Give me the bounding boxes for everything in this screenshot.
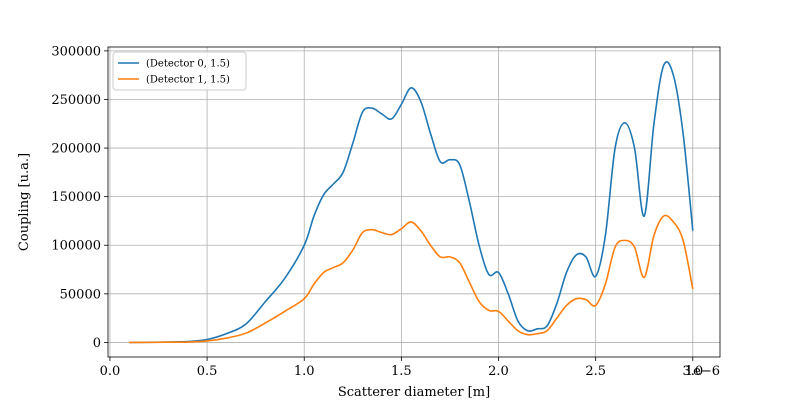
x-tick-label: 1.5 [391,364,412,379]
y-tick-label: 150000 [51,190,101,205]
legend-box [112,51,247,91]
y-tick-label: 300000 [51,44,101,59]
y-tick-label: 0 [93,336,101,351]
x-tick-label: 2.5 [585,364,606,379]
x-tick-label: 3.0 [682,364,703,379]
x-tick-label: 0.0 [100,364,121,379]
line-series [129,214,694,344]
x-offset-label: 1e−6 [685,364,720,379]
x-tick-label: 0.5 [197,364,218,379]
legend-label: (Detector 1, 1.5) [146,75,230,86]
plot-frame [107,46,721,358]
x-tick-label: 2.0 [488,364,509,379]
x-tick-label: 1.0 [294,364,315,379]
y-tick-label: 100000 [51,239,101,254]
y-axis-label: Coupling [u.a.] [17,153,32,251]
y-tick-label: 200000 [51,142,101,157]
y-tick-label: 50000 [60,287,101,302]
legend-label: (Detector 0, 1.5) [146,59,230,70]
line-series [129,61,694,344]
x-axis-label: Scatterer diameter [m] [338,385,490,400]
legend: (Detector 0, 1.5) (Detector 1, 1.5) [112,51,247,91]
y-tick-label: 250000 [51,93,101,108]
